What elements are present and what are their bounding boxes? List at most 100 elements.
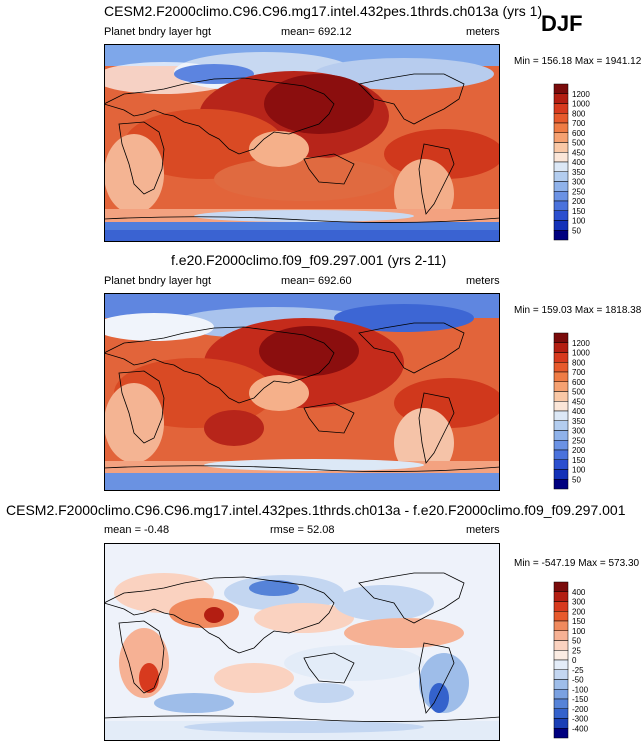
colorbar-swatch [553,200,569,211]
panel3-rmse-label: rmse = 52.08 [270,524,335,536]
season-label: DJF [541,11,583,36]
colorbar-swatch [553,601,569,612]
colorbar-swatch [553,210,569,221]
colorbar-swatch [553,420,569,431]
colorbar-tick-label: 500 [572,388,586,397]
colorbar-swatch [553,611,569,622]
colorbar-tick-label: 400 [572,158,586,167]
colorbar-swatch [553,332,569,343]
colorbar-tick-label: 600 [572,129,586,138]
colorbar-swatch [553,220,569,231]
colorbar-swatch [553,449,569,460]
colorbar-swatch [553,410,569,421]
colorbar-tick-label: -200 [572,705,589,714]
panel1-colorbar: 1200100080070060050045040035030025020015… [553,83,590,241]
colorbar-swatch [553,459,569,470]
colorbar-swatch [553,191,569,202]
colorbar-swatch [553,728,569,739]
colorbar-tick-label: 400 [572,588,586,597]
panel1-variable-label: Planet bndry layer hgt [104,26,212,38]
colorbar-tick-label: 350 [572,168,586,177]
colorbar-tick-label: -150 [572,695,589,704]
colorbar-swatch [553,479,569,490]
colorbar-swatch [553,620,569,631]
colorbar-tick-label: 150 [572,207,586,216]
colorbar-tick-label: -400 [572,724,589,733]
colorbar-tick-label: 400 [572,407,586,416]
colorbar-swatch [553,401,569,412]
colorbar-tick-label: 1200 [572,339,590,348]
colorbar-swatch [553,640,569,651]
colorbar-tick-label: 0 [572,656,577,665]
colorbar-swatch [553,679,569,690]
colorbar-swatch [553,581,569,592]
colorbar-tick-label: 350 [572,417,586,426]
panel3-title: CESM2.F2000climo.C96.C96.mg17.intel.432p… [6,502,626,518]
colorbar-swatch [553,669,569,680]
colorbar-swatch [553,630,569,641]
colorbar-tick-label: 250 [572,436,586,445]
colorbar-tick-label: 200 [572,197,586,206]
colorbar-tick-label: 600 [572,378,586,387]
panel3-units-label: meters [466,524,500,536]
colorbar-swatch [553,391,569,402]
colorbar-swatch [553,122,569,133]
panel1-map [104,44,500,242]
colorbar-tick-label: -25 [572,666,584,675]
colorbar-tick-label: 50 [572,637,581,646]
colorbar-swatch [553,371,569,382]
colorbar-swatch [553,362,569,373]
colorbar-swatch [553,698,569,709]
colorbar-tick-label: 50 [572,475,581,484]
panel2-variable-label: Planet bndry layer hgt [104,275,212,287]
colorbar-tick-label: 500 [572,139,586,148]
colorbar-tick-label: 50 [572,226,581,235]
colorbar-tick-label: 300 [572,598,586,607]
panel1-title: CESM2.F2000climo.C96.C96.mg17.intel.432p… [104,3,543,19]
panel1-mean-label: mean= 692.12 [281,26,352,38]
colorbar-tick-label: 800 [572,109,586,118]
colorbar-swatch [553,93,569,104]
colorbar-tick-label: 800 [572,358,586,367]
colorbar-swatch [553,381,569,392]
colorbar-tick-label: 450 [572,148,586,157]
colorbar-tick-label: 300 [572,427,586,436]
colorbar-tick-label: 150 [572,617,586,626]
colorbar-tick-label: -50 [572,676,584,685]
panel3-colorbar: 40030020015010050250-25-50-100-150-200-3… [553,581,589,739]
colorbar-tick-label: 25 [572,646,581,655]
colorbar-tick-label: 1200 [572,90,590,99]
colorbar-tick-label: 1000 [572,349,590,358]
panel2-colorbar: 1200100080070060050045040035030025020015… [553,332,590,490]
colorbar-swatch [553,430,569,441]
colorbar-swatch [553,142,569,153]
colorbar-tick-label: 450 [572,397,586,406]
colorbar-swatch [553,83,569,94]
colorbar-swatch [553,132,569,143]
colorbar-swatch [553,171,569,182]
colorbar-swatch [553,708,569,719]
colorbar-tick-label: -100 [572,685,589,694]
panel2-map [104,293,500,491]
panel3-map [104,543,500,741]
colorbar-tick-label: 200 [572,607,586,616]
colorbar-swatch [553,352,569,363]
colorbar-swatch [553,103,569,114]
colorbar-swatch [553,181,569,192]
colorbar-swatch [553,161,569,172]
colorbar-tick-label: 300 [572,178,586,187]
colorbar-swatch [553,659,569,670]
colorbar-tick-label: 200 [572,446,586,455]
colorbar-tick-label: -300 [572,715,589,724]
colorbar-tick-label: 1000 [572,100,590,109]
colorbar-swatch [553,152,569,163]
colorbar-swatch [553,689,569,700]
colorbar-swatch [553,718,569,729]
colorbar-swatch [553,113,569,124]
colorbar-swatch [553,650,569,661]
panel1-units-label: meters [466,26,500,38]
colorbar-swatch [553,469,569,480]
panel1-minmax: Min = 156.18 Max = 1941.12 [514,56,642,67]
panel2-title: f.e20.F2000climo.f09_f09.297.001 (yrs 2-… [171,252,447,268]
colorbar-tick-label: 100 [572,627,586,636]
